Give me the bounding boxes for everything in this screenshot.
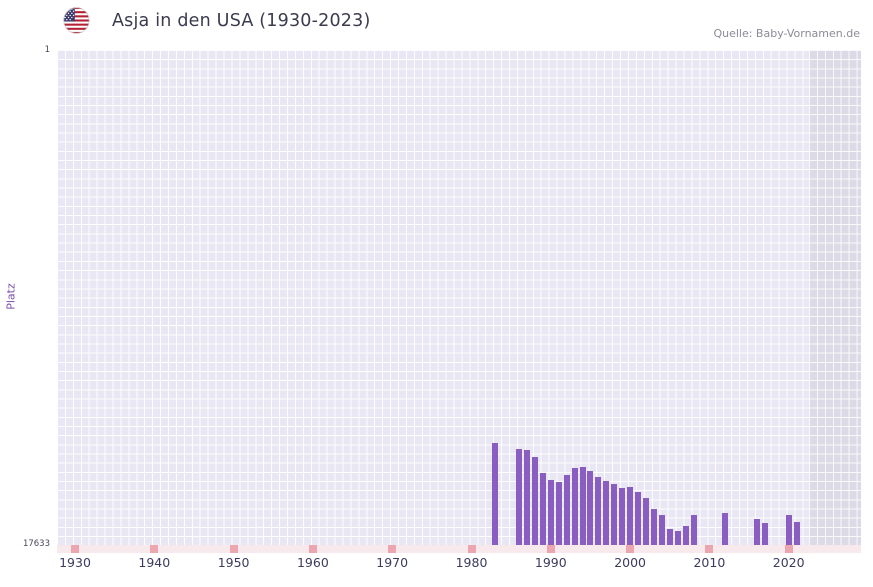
x-tick-2000: 2000 bbox=[614, 555, 646, 570]
bar-1983[interactable] bbox=[492, 443, 499, 545]
x-tick-1970: 1970 bbox=[376, 555, 409, 570]
axis-mark-2020 bbox=[784, 545, 793, 553]
y-axis-title: Platz bbox=[4, 283, 18, 310]
axis-mark-2010 bbox=[705, 545, 714, 553]
bar-2001[interactable] bbox=[635, 492, 641, 545]
bar-1987[interactable] bbox=[524, 450, 530, 545]
axis-mark-1970 bbox=[388, 545, 397, 553]
bar-1995[interactable] bbox=[587, 471, 594, 545]
bar-2006[interactable] bbox=[674, 531, 681, 545]
us-flag-icon bbox=[63, 7, 90, 34]
future-years-band bbox=[808, 50, 861, 545]
page-title: Asja in den USA (1930-2023) bbox=[112, 11, 371, 31]
bar-2008[interactable] bbox=[690, 514, 697, 545]
bar-2007[interactable] bbox=[682, 525, 689, 545]
x-tick-1940: 1940 bbox=[138, 555, 171, 570]
x-tick-1990: 1990 bbox=[534, 555, 567, 570]
axis-mark-1940 bbox=[150, 545, 159, 553]
x-axis-tick-labels: 1930 1940 1950 1960 1970 1980 1990 2000 2010 2020 bbox=[0, 555, 873, 575]
bar-1989[interactable] bbox=[539, 472, 546, 545]
bar-2020[interactable] bbox=[785, 514, 792, 545]
bar-2000[interactable] bbox=[627, 486, 634, 545]
axis-mark-1990 bbox=[546, 545, 555, 553]
x-tick-2020: 2020 bbox=[772, 555, 805, 570]
bar-2012[interactable] bbox=[722, 513, 729, 545]
x-tick-2010: 2010 bbox=[693, 555, 726, 570]
axis-mark-1950 bbox=[229, 545, 238, 553]
bar-1998[interactable] bbox=[611, 483, 618, 545]
bar-2002[interactable] bbox=[643, 497, 649, 545]
bar-1996[interactable] bbox=[595, 476, 602, 545]
bar-2016[interactable] bbox=[754, 518, 760, 545]
axis-mark-1980 bbox=[467, 545, 476, 553]
axis-mark-1930 bbox=[71, 545, 79, 553]
axis-mark-1960 bbox=[308, 545, 317, 553]
bar-2021[interactable] bbox=[793, 521, 800, 545]
bar-1992[interactable] bbox=[563, 475, 570, 545]
source-credit: Quelle: Baby-Vornamen.de bbox=[713, 27, 860, 40]
y-axis-max-label: 1 bbox=[44, 45, 50, 55]
x-tick-1960: 1960 bbox=[296, 555, 329, 570]
x-tick-1950: 1950 bbox=[217, 555, 250, 570]
bar-2004[interactable] bbox=[658, 514, 665, 545]
bar-1990[interactable] bbox=[547, 479, 554, 545]
bar-2017[interactable] bbox=[761, 523, 768, 545]
x-tick-1930: 1930 bbox=[59, 555, 91, 570]
x-tick-1980: 1980 bbox=[455, 555, 488, 570]
bar-1991[interactable] bbox=[555, 482, 562, 545]
bar-1986[interactable] bbox=[516, 448, 523, 545]
bar-1999[interactable] bbox=[619, 487, 626, 545]
bar-2005[interactable] bbox=[666, 528, 673, 545]
bar-1994[interactable] bbox=[579, 466, 586, 545]
bar-2003[interactable] bbox=[650, 509, 657, 545]
bar-1993[interactable] bbox=[571, 468, 578, 545]
bar-1997[interactable] bbox=[603, 480, 610, 545]
plot-area[interactable] bbox=[57, 50, 861, 545]
axis-mark-2000 bbox=[626, 545, 635, 553]
x-axis-band bbox=[57, 545, 861, 553]
bar-1988[interactable] bbox=[531, 457, 538, 545]
y-axis-min-label: 17633 bbox=[22, 539, 50, 549]
